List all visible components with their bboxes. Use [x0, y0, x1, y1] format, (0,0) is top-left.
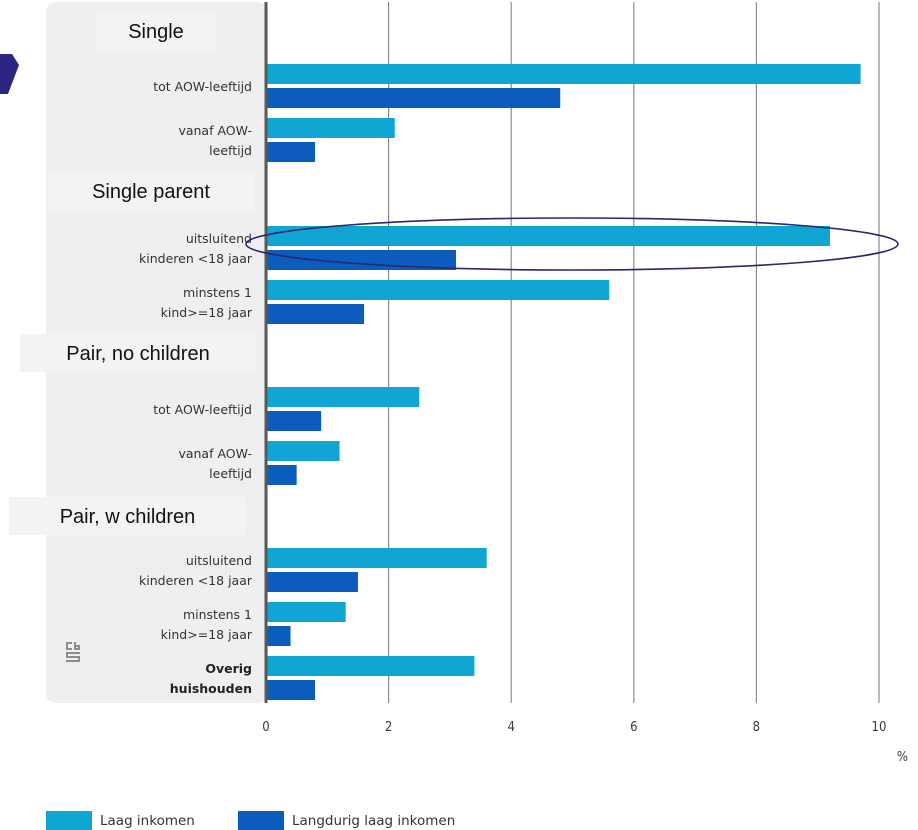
- bar-langdurig: [266, 680, 316, 700]
- bar-langdurig: [266, 250, 457, 270]
- x-axis: 0 2 4 6 8 10%: [262, 2, 908, 765]
- bar-laag: [266, 656, 475, 676]
- logo-stroke: [66, 648, 72, 650]
- category-label: kinderen <18 jaar: [139, 251, 253, 266]
- category-label: leeftijd: [209, 143, 252, 158]
- legend-label: Langdurig laag inkomen: [292, 813, 455, 829]
- edge-mark: [0, 54, 19, 94]
- x-tick-label: 4: [507, 720, 514, 735]
- group-labels: Single Single parent Pair, no children Pair…: [9, 12, 256, 535]
- bar-laag: [266, 602, 346, 622]
- category-label: Overig: [205, 661, 252, 676]
- x-unit-label: %: [897, 750, 908, 765]
- legend-label: Laag inkomen: [100, 813, 195, 829]
- logo-stroke: [78, 656, 80, 662]
- bar-laag: [266, 441, 340, 461]
- category-labels: tot AOW-leeftijd vanaf AOW-leeftijd uitslu…: [139, 79, 253, 696]
- gridlines: [388, 2, 880, 703]
- category-label: tot AOW-leeftijd: [153, 79, 252, 94]
- x-tick-label: 10: [872, 720, 887, 735]
- x-tick-label: 0: [262, 720, 269, 735]
- logo-stroke: [74, 648, 80, 650]
- group-label-box: [9, 497, 246, 535]
- category-label: uitsluitend: [186, 231, 252, 246]
- legend-swatch-laag: [46, 811, 92, 830]
- group-label: Single parent: [92, 181, 210, 203]
- bar-laag: [266, 64, 861, 84]
- cbs-logo-icon: [66, 642, 80, 662]
- bar-laag: [266, 548, 487, 568]
- highlight-ellipse: [245, 217, 899, 271]
- logo-stroke: [66, 652, 80, 654]
- category-label: leeftijd: [209, 466, 252, 481]
- legend-swatch-langdurig: [238, 811, 284, 830]
- logo-stroke: [66, 652, 68, 658]
- bar-laag: [266, 387, 420, 407]
- bar-langdurig: [266, 142, 316, 162]
- bar-laag: [266, 280, 610, 300]
- bars: [266, 64, 861, 700]
- category-label: kinderen <18 jaar: [139, 573, 253, 588]
- legend: Laag inkomen Langdurig laag inkomen: [46, 811, 455, 830]
- category-label: uitsluitend: [186, 553, 252, 568]
- bar-langdurig: [266, 411, 322, 431]
- x-tick-label: 6: [630, 720, 637, 735]
- logo-stroke: [66, 656, 80, 658]
- logo-stroke: [66, 642, 68, 650]
- logo-stroke: [78, 645, 80, 650]
- category-label: huishouden: [170, 681, 252, 696]
- group-label: Pair, w children: [60, 506, 196, 528]
- category-label: tot AOW-leeftijd: [153, 402, 252, 417]
- category-label: minstens 1: [183, 607, 252, 622]
- bar-langdurig: [266, 465, 297, 485]
- group-label-box: [48, 172, 254, 210]
- bar-langdurig: [266, 88, 561, 108]
- group-label: Single: [128, 21, 184, 43]
- bar-langdurig: [266, 572, 358, 592]
- logo-stroke: [66, 660, 80, 662]
- bar-laag: [266, 226, 830, 246]
- category-label: kind>=18 jaar: [161, 627, 253, 642]
- bar-langdurig: [266, 626, 291, 646]
- logo-stroke: [74, 645, 80, 647]
- group-label: Pair, no children: [66, 343, 209, 365]
- logo-stroke: [66, 642, 72, 644]
- bar-laag: [266, 118, 395, 138]
- category-label: vanaf AOW-: [178, 123, 252, 138]
- bar-langdurig: [266, 304, 365, 324]
- category-label: kind>=18 jaar: [161, 305, 253, 320]
- group-label-box: [20, 334, 256, 372]
- category-label: minstens 1: [183, 285, 252, 300]
- x-tick-label: 8: [753, 720, 760, 735]
- decorations: [0, 54, 899, 662]
- x-tick-label: 2: [385, 720, 392, 735]
- category-label: vanaf AOW-: [178, 446, 252, 461]
- group-label-box: [96, 12, 216, 50]
